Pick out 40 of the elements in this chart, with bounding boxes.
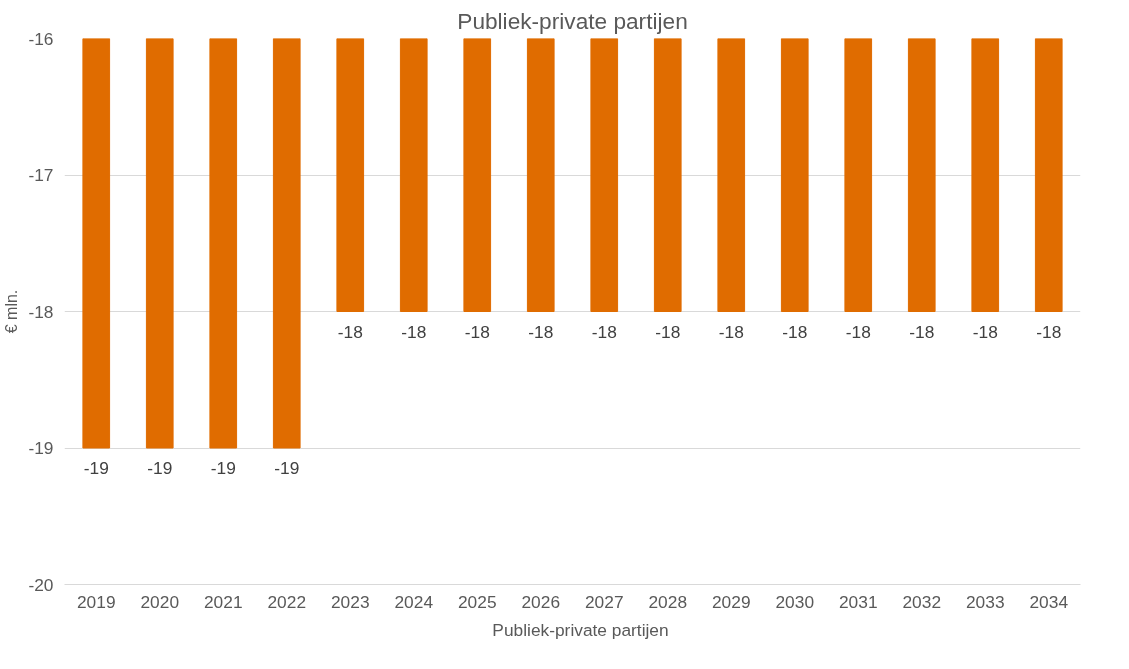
x-tick-label: 2027 [584,591,624,612]
data-label: -19 [274,458,300,478]
x-tick-label: 2030 [775,591,815,612]
x-tick-label: 2020 [140,591,180,612]
data-label: -19 [83,458,109,478]
x-tick-label: 2031 [838,591,878,612]
x-tick-label: 2028 [648,591,688,612]
x-tick-label: 2023 [330,591,370,612]
data-label: -18 [972,321,998,342]
text: Publiek-private partijen [492,619,669,641]
data-label: -19 [210,458,236,478]
chart-title: Publiek-private partijen [457,7,688,34]
x-tick-label: 2033 [965,591,1005,612]
x-tick-label: 2022 [267,591,307,612]
data-label: -18 [655,321,681,342]
x-tick-label: 2029 [711,591,751,612]
y-tick-label: -20 [28,574,54,595]
data-label: -18 [1036,321,1062,342]
data-label: -18 [591,321,617,342]
y-axis-title: € mln. [3,289,21,334]
x-tick-label: 2032 [902,591,942,612]
data-label: -18 [464,321,490,342]
data-label: -18 [782,321,808,342]
data-label: -18 [401,321,427,342]
data-label: -18 [718,321,744,342]
data-label: -19 [147,458,173,478]
x-tick-label: 2019 [76,591,116,612]
x-tick-label: 2026 [521,591,561,612]
y-tick-label: -19 [28,438,54,458]
x-tick-label: 2024 [394,591,434,612]
data-label: -18 [528,321,554,342]
data-label: -18 [337,321,363,342]
x-tick-label: 2025 [457,591,497,612]
data-label: -18 [909,321,935,342]
data-label: -18 [845,321,871,342]
y-tick-label: -16 [28,28,54,49]
y-tick-label: -18 [28,301,54,322]
y-tick-label: -17 [28,165,54,185]
x-tick-label: 2021 [203,591,243,612]
x-tick-label: 2034 [1029,591,1069,612]
